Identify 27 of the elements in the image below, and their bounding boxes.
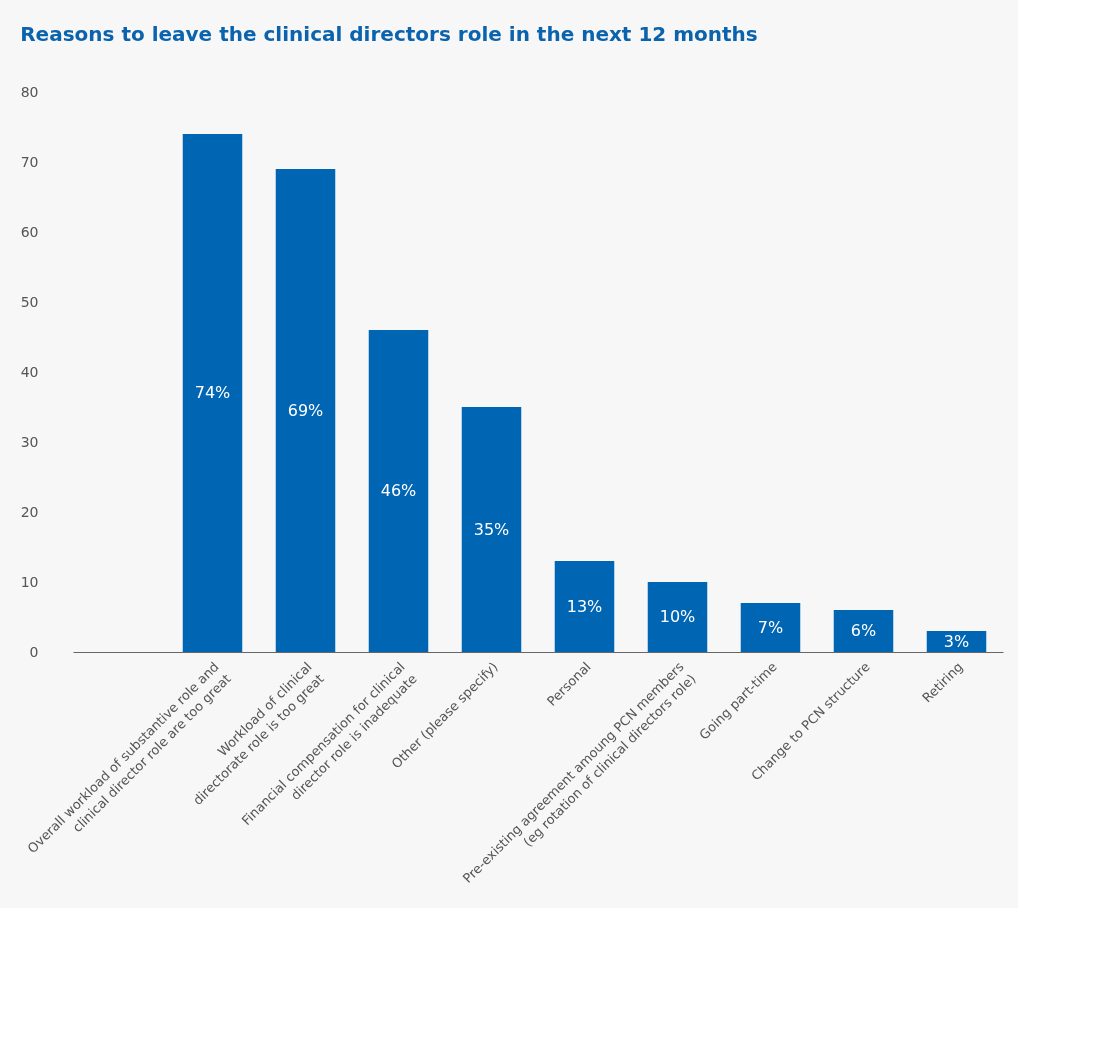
chart-title: Reasons to leave the clinical directors role in the next 12 months [20,22,758,46]
data-label: 13% [566,596,603,616]
bar [461,407,522,652]
y-tick-label: 80 [20,83,39,100]
y-tick-label: 60 [20,223,39,240]
data-label: 35% [473,519,510,539]
data-label: 46% [380,481,417,500]
bar [368,330,429,652]
y-tick-label: 50 [20,293,39,310]
data-label: 3% [943,631,970,651]
data-label: 10% [659,607,696,626]
bar [182,134,243,652]
bar [275,169,336,652]
data-label: 69% [287,400,324,420]
bar [554,561,615,652]
y-tick-label: 30 [20,433,39,450]
bar [833,610,894,652]
y-tick-label: 40 [20,363,39,380]
data-label: 7% [757,617,784,637]
data-label: 6% [850,621,877,640]
y-tick-label: 10 [20,573,39,590]
y-tick-label: 20 [20,503,39,520]
y-tick-label: 0 [29,643,39,660]
y-tick-label: 70 [20,153,39,170]
data-label: 74% [194,383,231,402]
bar [740,603,801,652]
bar [647,582,708,652]
